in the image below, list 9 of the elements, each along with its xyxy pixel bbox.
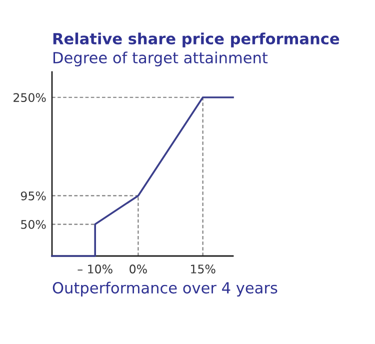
x-tick-label: 0% [130,264,147,274]
x-axis-title: Outperformance over 4 years [52,282,278,297]
y-tick-label: 250% [14,93,46,102]
chart-title: Relative share price performance [53,32,340,48]
x-tick-label: – 10% [78,264,112,274]
x-tick-label: 15% [191,264,216,274]
y-tick-label: 95% [20,191,46,200]
chart-subtitle: Degree of target attainment [54,52,268,66]
y-tick-label: 50% [21,220,46,229]
